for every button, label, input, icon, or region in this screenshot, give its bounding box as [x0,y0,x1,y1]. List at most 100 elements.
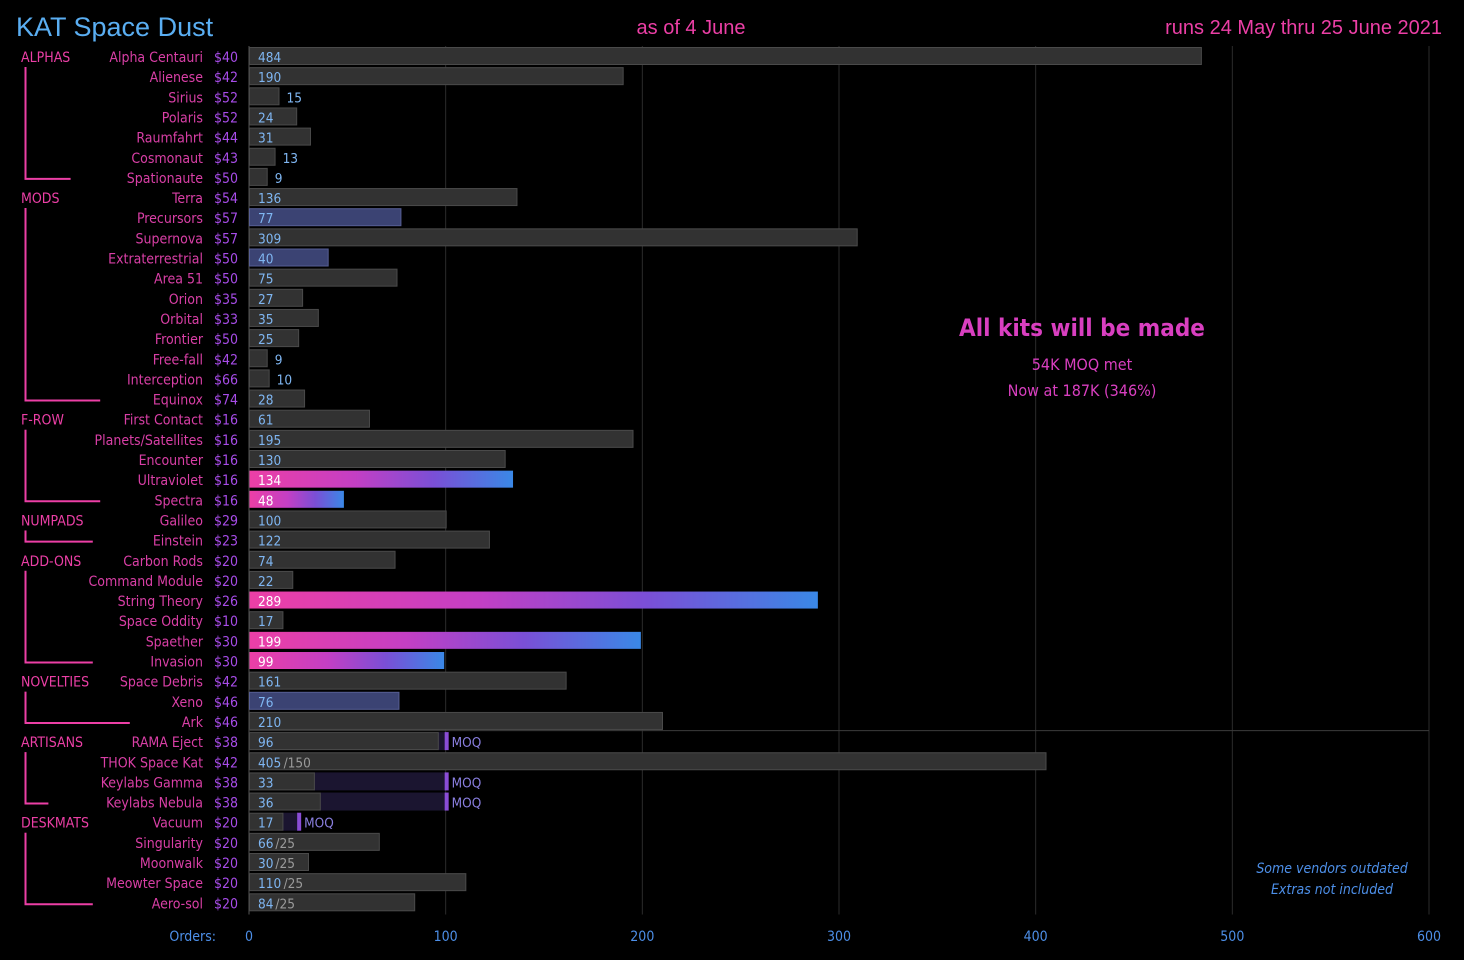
bar [249,853,309,871]
item-price: $20 [214,836,238,852]
x-tick-label: 500 [1220,929,1244,945]
bar-value: 24 [258,110,274,126]
bar [249,832,380,851]
bar [249,308,319,327]
bar-layer [249,47,1202,912]
x-tick-label: 0 [245,929,253,945]
item-price: $52 [214,110,238,126]
item-name: Sirius [168,90,203,106]
item-name: Carbon Rods [123,554,203,570]
bar [249,631,641,649]
bar-value: 122 [258,534,281,550]
bar-value: 17 [258,614,273,630]
as-of-date: as of 4 June [637,17,746,39]
bar-value: 195 [258,433,281,449]
item-price: $46 [214,695,238,711]
item-name: Xeno [172,695,204,711]
item-price: $20 [214,896,238,912]
item-price: $57 [214,211,238,227]
bar [249,691,400,710]
bar [249,409,370,428]
bar [249,893,416,912]
bar-value: 40 [258,252,273,268]
item-price: $35 [214,292,238,308]
bar-value: 210 [258,715,281,731]
item-name: RAMA Eject [132,735,203,751]
label-layer: 0 100 200 300 400 500 600 ALPHAS $40 Alpha Centau… [21,50,1441,945]
bar-value: 161 [258,675,281,691]
item-name: Meowter Space [106,876,203,892]
item-name: Cosmonaut [131,151,203,167]
bar-value: 48 [258,493,273,509]
item-name: Spaether [146,634,204,650]
bar-value: 100 [258,513,281,529]
bar-value: 199 [258,634,281,650]
bar [249,288,304,307]
item-name: Alpha Centauri [109,50,203,66]
item-price: $43 [214,151,238,167]
bar-value: 134 [258,473,281,489]
x-tick-label: 600 [1417,929,1441,945]
bar [249,470,514,488]
item-price: $54 [214,191,238,207]
bar [249,127,311,146]
item-name: Space Oddity [119,614,204,630]
item-name: Spectra [154,493,203,509]
item-name: Moonwalk [140,856,204,872]
bar [249,87,280,106]
bar [249,812,284,831]
item-price: $42 [214,352,238,368]
item-name: First Contact [124,413,203,429]
bar-cap: /25 [275,856,295,872]
bar-value: 17 [258,816,273,832]
item-price: $50 [214,252,238,268]
item-name: Extraterrestrial [108,252,203,268]
bar [249,591,818,609]
item-name: Keylabs Nebula [106,796,203,812]
group-label: NOVELTIES [21,675,89,691]
bar [249,450,506,468]
bar [249,611,284,630]
item-name: Vacuum [153,816,203,832]
bar-value: 22 [258,574,273,590]
item-name: Singularity [135,836,203,852]
item-price: $42 [214,675,238,691]
bar-value: 61 [258,413,273,429]
annotation-moq: 54K MOQ met [1032,355,1133,374]
bar [249,873,467,892]
item-price: $10 [214,614,238,630]
item-price: $38 [214,796,238,812]
moq-marker [444,732,449,751]
item-name: Ark [182,715,204,731]
item-name: Terra [171,191,203,207]
bar-cap: /25 [275,896,295,912]
bar [249,369,270,388]
x-tick-label: 300 [827,929,851,945]
bar [249,530,490,549]
item-name: Invasion [150,655,203,671]
x-tick-label: 100 [434,929,458,945]
bar [249,652,445,669]
bar-value: 484 [258,50,281,66]
moq-marker [297,812,302,831]
item-name: Free-fall [153,352,203,368]
item-price: $29 [214,513,238,529]
item-name: Orbital [160,312,203,328]
item-name: Spationaute [127,171,203,187]
bar [249,389,306,408]
item-name: Area 51 [154,272,203,288]
item-price: $33 [214,312,238,328]
bar [249,752,1047,771]
bar-value: 10 [277,372,292,388]
moq-label: MOQ [452,796,482,812]
item-name: Aero-sol [152,896,203,912]
group-label: ALPHAS [21,50,70,66]
bar-value: 84 [258,896,274,912]
bar [249,67,624,86]
bar-value: 30 [258,856,273,872]
bar [249,429,634,448]
x-tick-label: 200 [630,929,654,945]
item-price: $30 [214,655,238,671]
item-name: Frontier [155,332,204,348]
